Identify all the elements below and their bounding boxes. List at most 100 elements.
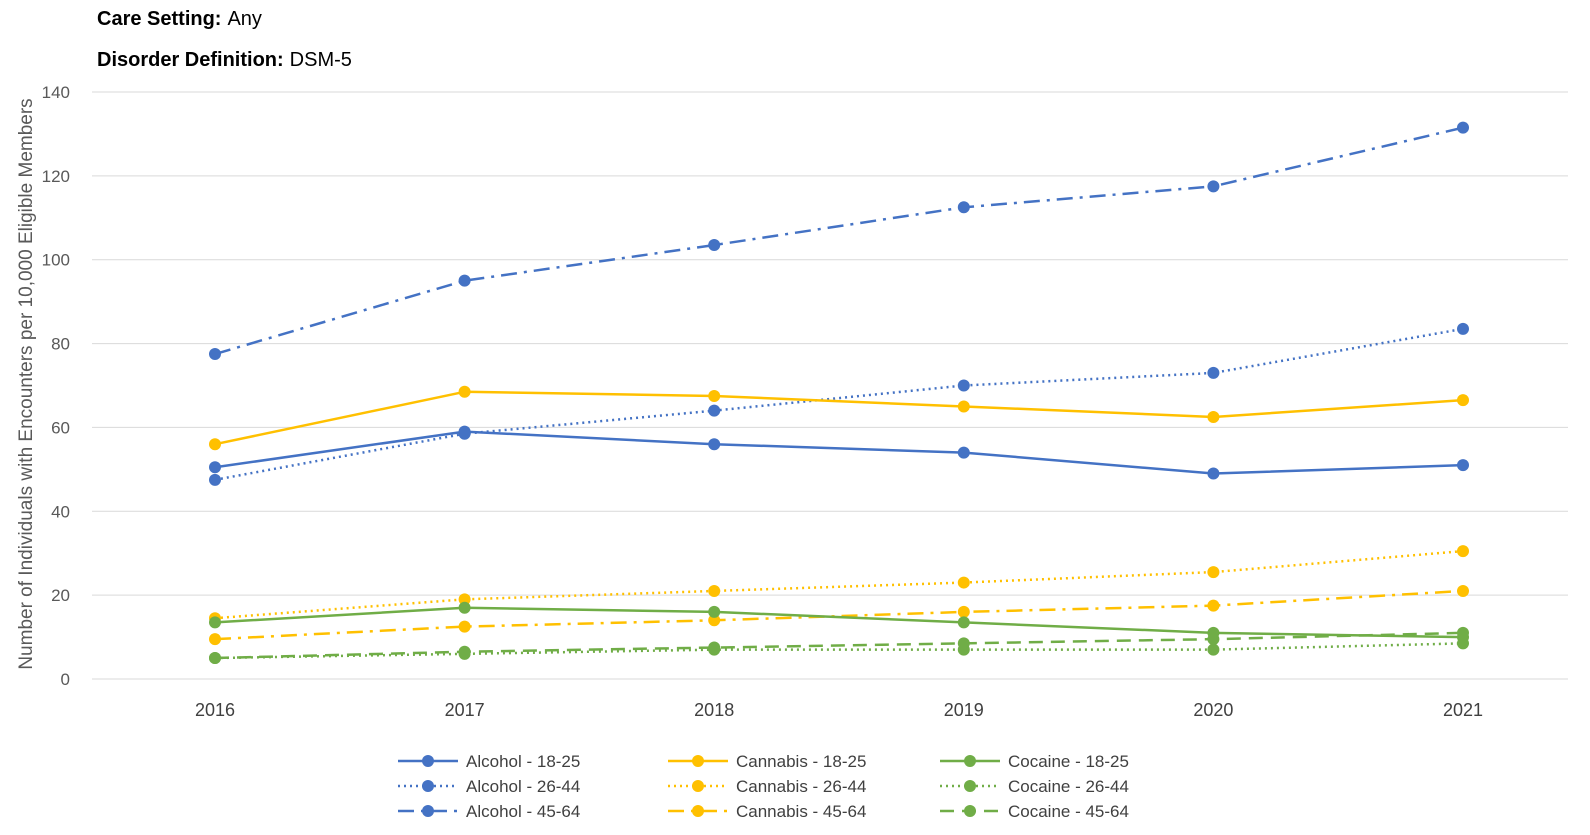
data-point	[209, 616, 221, 629]
data-point	[209, 461, 221, 474]
series-alcohol-18-25	[209, 425, 1469, 480]
x-tick-label: 2020	[1193, 700, 1233, 720]
data-point	[1457, 121, 1469, 134]
disorder-definition-label: Disorder Definition:	[97, 49, 284, 71]
data-point	[708, 389, 721, 402]
data-point	[957, 576, 970, 589]
series-line	[214, 549, 1464, 620]
legend-marker	[964, 780, 976, 792]
legend-item-cannabis-26-44: Cannabis - 26-44	[668, 777, 866, 796]
legend-label: Alcohol - 45-64	[466, 802, 580, 821]
data-point	[458, 620, 471, 633]
legend-item-cocaine-26-44: Cocaine - 26-44	[940, 777, 1129, 796]
data-point	[1207, 467, 1220, 480]
legend-label: Cocaine - 45-64	[1008, 802, 1129, 821]
legend: Alcohol - 18-25 Alcohol - 26-44 Alcohol - …	[398, 752, 1129, 821]
y-axis-label: Number of Individuals with Encounters pe…	[16, 98, 37, 669]
legend-label: Alcohol - 26-44	[466, 777, 580, 796]
legend-marker	[964, 755, 976, 767]
series-line	[214, 327, 1464, 482]
data-point	[957, 637, 970, 650]
x-axis-ticks: 2016 2017 2018 2019 2020 2021	[195, 700, 1483, 720]
legend-label: Cocaine - 18-25	[1008, 752, 1129, 771]
x-tick-label: 2018	[694, 700, 734, 720]
data-point	[458, 601, 471, 614]
legend-marker	[422, 780, 434, 792]
data-point	[957, 379, 970, 392]
series-line	[214, 126, 1464, 356]
series-alcohol-45-64	[209, 121, 1469, 361]
y-tick-label: 60	[51, 418, 70, 437]
legend-item-alcohol-26-44: Alcohol - 26-44	[398, 777, 580, 796]
data-point	[957, 616, 970, 629]
gridlines	[92, 91, 1568, 680]
data-point	[209, 348, 221, 361]
data-point	[209, 473, 221, 486]
data-point	[458, 593, 471, 606]
y-tick-label: 140	[42, 83, 70, 102]
data-point	[708, 438, 721, 451]
data-point	[1207, 180, 1220, 193]
data-point	[708, 614, 721, 627]
series-alcohol-26-44	[209, 322, 1469, 486]
series-line	[214, 430, 1464, 475]
y-tick-label: 0	[61, 670, 70, 689]
series-line	[214, 589, 1464, 641]
disorder-definition-value: DSM-5	[289, 49, 352, 71]
x-tick-label: 2021	[1443, 700, 1483, 720]
data-point	[708, 605, 721, 618]
legend-marker	[422, 805, 434, 817]
x-tick-label: 2019	[944, 700, 984, 720]
legend-item-cocaine-18-25: Cocaine - 18-25	[940, 752, 1129, 771]
x-tick-label: 2016	[195, 700, 235, 720]
y-tick-label: 20	[51, 586, 70, 605]
data-point	[957, 201, 970, 214]
legend-label: Alcohol - 18-25	[466, 752, 580, 771]
series-cannabis-18-25	[209, 385, 1469, 451]
y-tick-label: 80	[51, 335, 70, 354]
series-cocaine-26-44	[209, 637, 1469, 665]
legend-label: Cannabis - 26-44	[736, 777, 866, 796]
series-line	[214, 606, 1464, 639]
data-point	[1207, 599, 1220, 612]
legend-item-alcohol-45-64: Alcohol - 45-64	[398, 802, 580, 821]
disorder-definition-filter: Disorder Definition: DSM-5	[97, 49, 352, 72]
care-setting-label: Care Setting:	[97, 8, 222, 30]
series-line	[214, 642, 1464, 660]
legend-label: Cannabis - 45-64	[736, 802, 866, 821]
data-point	[1207, 366, 1220, 379]
data-point	[209, 633, 221, 646]
data-point	[1457, 322, 1469, 335]
x-tick-label: 2017	[445, 700, 485, 720]
data-point	[458, 645, 471, 658]
data-point	[1207, 633, 1220, 646]
legend-label: Cocaine - 26-44	[1008, 777, 1129, 796]
legend-item-cannabis-45-64: Cannabis - 45-64	[668, 802, 866, 821]
legend-item-alcohol-18-25: Alcohol - 18-25	[398, 752, 580, 771]
data-point	[708, 584, 721, 597]
data-point	[957, 605, 970, 618]
data-point	[209, 438, 221, 451]
data-point	[458, 427, 471, 440]
series-cannabis-45-64	[209, 584, 1469, 646]
data-point	[458, 385, 471, 398]
legend-marker	[422, 755, 434, 767]
data-point	[708, 641, 721, 654]
legend-marker	[692, 780, 704, 792]
data-point	[1457, 545, 1469, 558]
y-axis-ticks: 0 20 40 60 80 100 120 140	[42, 83, 70, 689]
legend-label: Cannabis - 18-25	[736, 752, 866, 771]
series-lines	[209, 121, 1469, 665]
data-point	[1207, 410, 1220, 423]
data-point	[1457, 626, 1469, 639]
data-point	[1457, 394, 1469, 407]
data-point	[957, 446, 970, 459]
y-tick-label: 100	[42, 251, 70, 270]
data-point	[209, 652, 221, 665]
data-point	[957, 400, 970, 413]
y-tick-label: 40	[51, 502, 70, 521]
legend-item-cannabis-18-25: Cannabis - 18-25	[668, 752, 866, 771]
series-line	[214, 390, 1464, 446]
